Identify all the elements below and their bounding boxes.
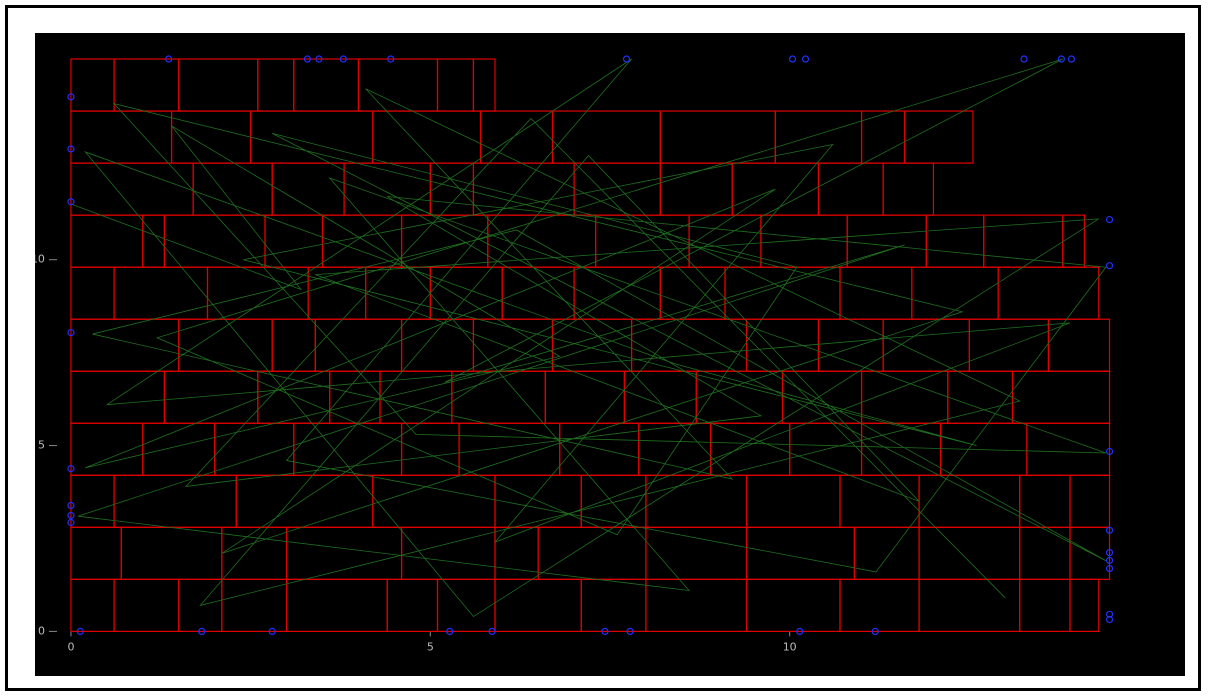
marker	[67, 145, 75, 153]
marker	[1105, 447, 1114, 456]
tool-path	[70, 58, 1107, 618]
marker	[67, 465, 75, 473]
marker	[387, 55, 395, 63]
marker	[165, 55, 173, 63]
marker	[1105, 556, 1114, 565]
marker	[268, 627, 276, 635]
marker	[1105, 549, 1114, 557]
y-tick-label: 5	[38, 439, 45, 452]
piece	[904, 110, 974, 164]
marker	[67, 511, 75, 520]
marker	[488, 627, 496, 635]
marker	[1057, 55, 1065, 63]
marker	[1105, 215, 1114, 224]
marker	[1105, 564, 1114, 573]
marker	[67, 93, 75, 101]
marker	[796, 627, 804, 635]
marker	[622, 55, 631, 63]
marker	[1105, 610, 1114, 618]
marker	[871, 627, 879, 635]
piece	[1062, 214, 1085, 268]
panel-background	[35, 33, 1185, 676]
marker	[67, 518, 75, 527]
x-tick-label: 5	[427, 640, 434, 653]
marker	[1105, 262, 1114, 270]
y-tick-label: 10	[35, 253, 45, 266]
x-tick-label: 0	[67, 640, 74, 653]
marker	[1020, 55, 1028, 63]
marker	[67, 198, 75, 206]
marker	[303, 55, 312, 63]
marker	[601, 627, 609, 635]
marker	[446, 627, 454, 635]
marker	[1067, 55, 1076, 63]
piece	[472, 58, 496, 112]
marker	[67, 328, 75, 337]
y-tick-label: 0	[38, 624, 45, 637]
marker	[788, 55, 797, 63]
marker	[198, 627, 206, 635]
marker	[1105, 526, 1114, 534]
marker	[339, 55, 347, 63]
marker	[67, 501, 75, 510]
marker	[801, 55, 810, 63]
marker	[315, 55, 323, 63]
x-tick-label: 10	[783, 640, 797, 653]
marker	[626, 627, 634, 635]
marker	[1105, 615, 1114, 624]
marker	[76, 627, 84, 635]
plot-panel: 0 5 10 0 5 10	[35, 33, 1185, 676]
